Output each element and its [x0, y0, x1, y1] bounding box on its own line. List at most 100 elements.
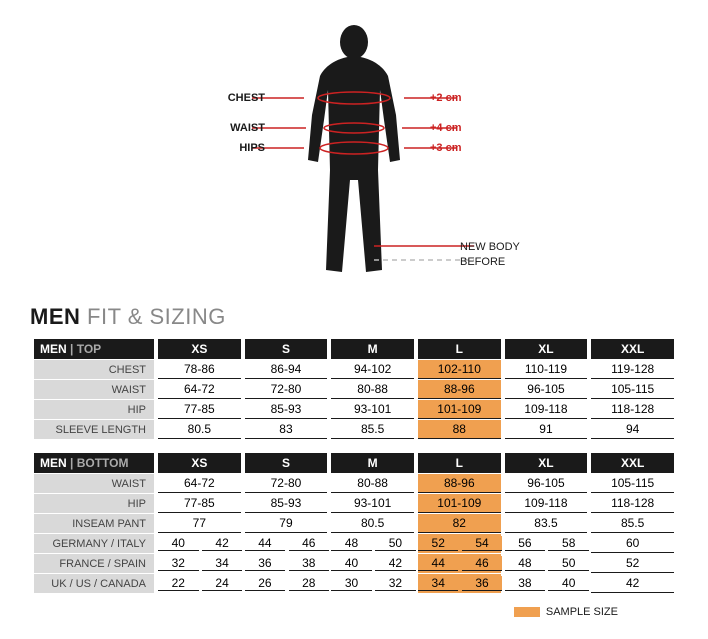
- size-header: S: [245, 453, 328, 473]
- size-cell: 48 50: [331, 534, 414, 553]
- section-label: MEN | BOTTOM: [34, 453, 154, 473]
- size-cell: 77-85: [158, 400, 241, 419]
- row-label: INSEAM PANT: [34, 514, 154, 533]
- size-cell: 85.5: [591, 514, 674, 533]
- size-cell: 72-80: [245, 474, 328, 493]
- size-header: L: [418, 453, 501, 473]
- body-legend: NEW BODY BEFORE: [460, 240, 520, 271]
- size-cell: 52: [591, 554, 674, 573]
- size-cell: 93-101: [331, 400, 414, 419]
- size-cell: 34 36: [418, 574, 501, 593]
- row-label: WAIST: [34, 380, 154, 399]
- size-header: XS: [158, 339, 241, 359]
- size-cell: 44 46: [245, 534, 328, 553]
- size-cell: 96-105: [505, 474, 588, 493]
- size-header: XXL: [591, 453, 674, 473]
- size-cell: 88-96: [418, 380, 501, 399]
- heading-bold: MEN: [30, 304, 80, 329]
- size-cell: 105-115: [591, 380, 674, 399]
- size-cell: 109-118: [505, 400, 588, 419]
- size-cell: 85.5: [331, 420, 414, 439]
- size-cell: 80-88: [331, 380, 414, 399]
- size-cell: 40 42: [158, 534, 241, 553]
- row-label: HIP: [34, 494, 154, 513]
- size-cell: 40 42: [331, 554, 414, 573]
- size-cell: 83.5: [505, 514, 588, 533]
- size-cell: 56 58: [505, 534, 588, 553]
- row-label: WAIST: [34, 474, 154, 493]
- size-cell: 96-105: [505, 380, 588, 399]
- waist-delta: +4 cm: [430, 122, 490, 134]
- size-cell: 30 32: [331, 574, 414, 593]
- size-header: M: [331, 453, 414, 473]
- size-cell: 80.5: [331, 514, 414, 533]
- size-cell: 83: [245, 420, 328, 439]
- page-title: MEN FIT & SIZING: [30, 304, 678, 330]
- legend-new: NEW BODY: [460, 241, 520, 253]
- bottom-table: MEN | BOTTOMXSSMLXLXXL WAIST64-7272-8080-…: [30, 452, 678, 594]
- size-header: XL: [505, 453, 588, 473]
- heading-light: FIT & SIZING: [87, 304, 226, 329]
- size-cell: 60: [591, 534, 674, 553]
- size-cell: 72-80: [245, 380, 328, 399]
- size-cell: 77: [158, 514, 241, 533]
- row-label: HIP: [34, 400, 154, 419]
- size-cell: 22 24: [158, 574, 241, 593]
- size-cell: 32 34: [158, 554, 241, 573]
- size-cell: 52 54: [418, 534, 501, 553]
- size-cell: 85-93: [245, 400, 328, 419]
- size-cell: 36 38: [245, 554, 328, 573]
- size-cell: 94-102: [331, 360, 414, 379]
- size-header: S: [245, 339, 328, 359]
- size-header: M: [331, 339, 414, 359]
- size-header: XXL: [591, 339, 674, 359]
- waist-label: WAIST: [205, 122, 265, 134]
- row-label: FRANCE / SPAIN: [34, 554, 154, 573]
- top-table: MEN | TOPXSSMLXLXXL CHEST78-8686-9494-102…: [30, 338, 678, 440]
- size-cell: 82: [418, 514, 501, 533]
- silhouette-icon: [234, 20, 474, 290]
- chest-label: CHEST: [205, 92, 265, 104]
- size-cell: 102-110: [418, 360, 501, 379]
- hips-delta: +3 cm: [430, 142, 490, 154]
- legend-before: BEFORE: [460, 256, 505, 268]
- section-label: MEN | TOP: [34, 339, 154, 359]
- size-cell: 88: [418, 420, 501, 439]
- size-header: XS: [158, 453, 241, 473]
- size-cell: 80.5: [158, 420, 241, 439]
- body-figure: CHEST WAIST HIPS +2 cm +4 cm +3 cm NEW B…: [30, 20, 678, 300]
- size-cell: 64-72: [158, 474, 241, 493]
- size-cell: 109-118: [505, 494, 588, 513]
- size-cell: 101-109: [418, 400, 501, 419]
- row-label: CHEST: [34, 360, 154, 379]
- size-cell: 44 46: [418, 554, 501, 573]
- size-cell: 91: [505, 420, 588, 439]
- size-cell: 78-86: [158, 360, 241, 379]
- chest-delta: +2 cm: [430, 92, 490, 104]
- size-cell: 101-109: [418, 494, 501, 513]
- row-label: GERMANY / ITALY: [34, 534, 154, 553]
- size-cell: 64-72: [158, 380, 241, 399]
- row-label: UK / US / CANADA: [34, 574, 154, 593]
- sample-label: SAMPLE SIZE: [546, 606, 618, 618]
- size-cell: 38 40: [505, 574, 588, 593]
- size-cell: 105-115: [591, 474, 674, 493]
- size-cell: 86-94: [245, 360, 328, 379]
- size-cell: 42: [591, 574, 674, 593]
- size-cell: 118-128: [591, 494, 674, 513]
- size-cell: 48 50: [505, 554, 588, 573]
- size-cell: 94: [591, 420, 674, 439]
- size-cell: 79: [245, 514, 328, 533]
- size-cell: 119-128: [591, 360, 674, 379]
- size-cell: 80-88: [331, 474, 414, 493]
- size-cell: 85-93: [245, 494, 328, 513]
- size-cell: 118-128: [591, 400, 674, 419]
- size-cell: 26 28: [245, 574, 328, 593]
- size-cell: 110-119: [505, 360, 588, 379]
- hips-label: HIPS: [205, 142, 265, 154]
- row-label: SLEEVE LENGTH: [34, 420, 154, 439]
- size-cell: 77-85: [158, 494, 241, 513]
- size-header: L: [418, 339, 501, 359]
- sample-swatch: [514, 607, 540, 617]
- size-header: XL: [505, 339, 588, 359]
